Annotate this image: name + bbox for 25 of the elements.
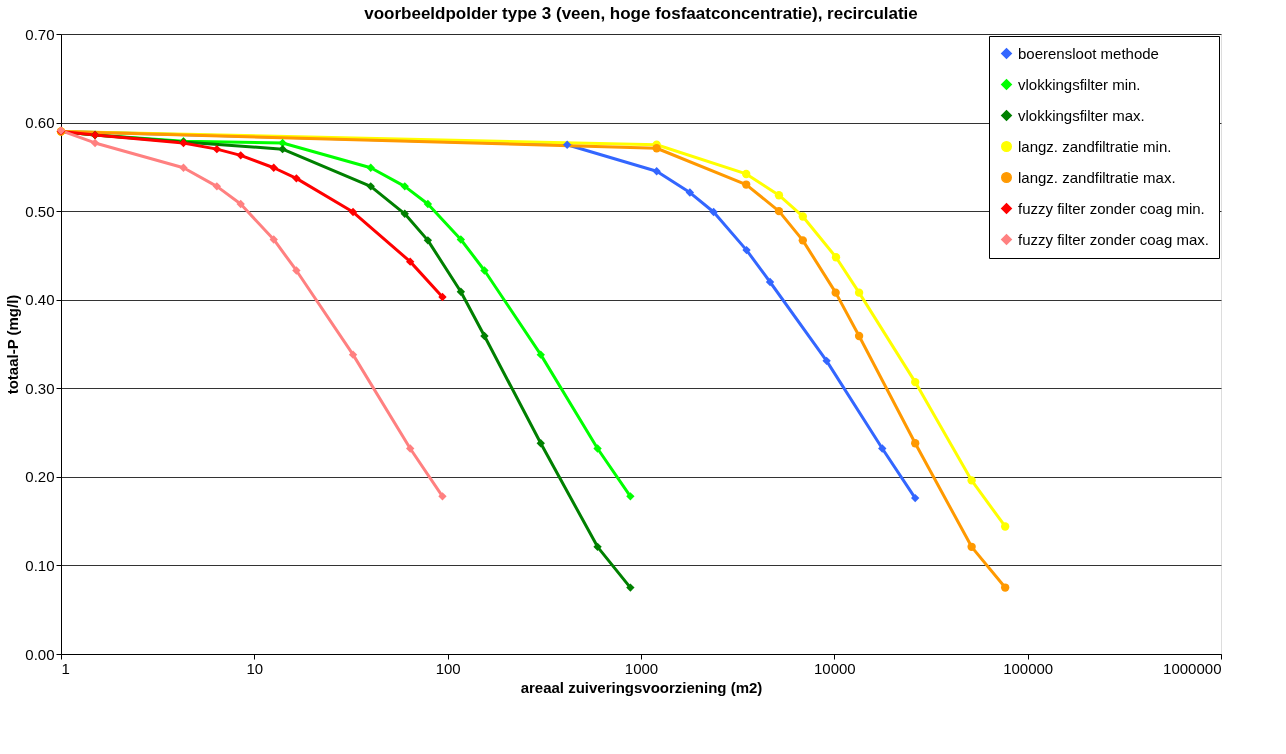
chart-title: voorbeeldpolder type 3 (veen, hoge fosfaatconcentratie), recirculatie xyxy=(364,4,918,23)
legend-label: boerensloot methode xyxy=(1018,44,1159,62)
x-tick-label: 100 xyxy=(435,659,461,677)
y-tick-label: 0.30 xyxy=(25,379,55,397)
legend-label: fuzzy filter zonder coag min. xyxy=(1018,199,1205,217)
y-axis-title: totaal-P (mg/l) xyxy=(4,294,22,395)
x-tick-label: 10 xyxy=(246,659,264,677)
legend-label: fuzzy filter zonder coag max. xyxy=(1018,230,1209,248)
legend-label: langz. zandfiltratie max. xyxy=(1018,168,1176,186)
legend-label: langz. zandfiltratie min. xyxy=(1018,137,1172,155)
x-tick-label: 100000 xyxy=(1003,659,1054,677)
y-tick-label: 0.40 xyxy=(25,291,55,309)
legend-label: vlokkingsfilter max. xyxy=(1018,106,1145,124)
y-tick-label: 0.70 xyxy=(25,25,55,43)
x-tick-label: 1000000 xyxy=(1163,659,1222,677)
y-tick-label: 0.60 xyxy=(25,114,55,132)
y-tick-label: 0.20 xyxy=(25,468,55,486)
x-tick-label: 1 xyxy=(61,659,70,677)
legend-label: vlokkingsfilter min. xyxy=(1018,75,1141,93)
y-tick-label: 0.10 xyxy=(25,556,55,574)
x-tick-label: 1000 xyxy=(624,659,659,677)
y-tick-label: 0.50 xyxy=(25,202,55,220)
x-axis-title: areaal zuiveringsvoorziening (m2) xyxy=(520,678,763,696)
x-tick-label: 10000 xyxy=(813,659,856,677)
y-tick-label: 0.00 xyxy=(25,645,55,663)
